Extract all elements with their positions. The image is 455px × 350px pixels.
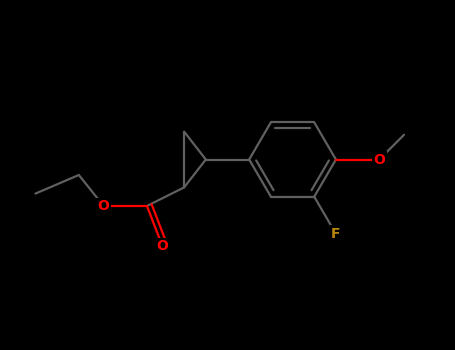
Text: O: O [98,199,110,213]
Text: F: F [331,227,341,241]
Text: O: O [374,153,385,167]
Text: O: O [157,239,168,253]
